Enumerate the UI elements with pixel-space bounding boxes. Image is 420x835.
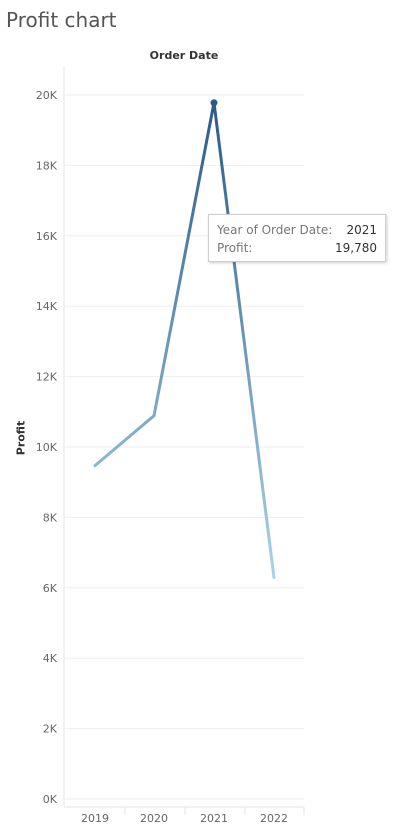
y-tick-label: 20K — [36, 89, 58, 102]
y-tick-label: 12K — [36, 371, 58, 384]
y-tick-label: 2K — [43, 723, 58, 736]
series-line-segment[interactable] — [93, 414, 156, 468]
x-tick-label: 2019 — [81, 812, 109, 825]
tooltip-profit-row: Profit: 19,780 — [217, 239, 377, 257]
y-tick-label: 16K — [36, 230, 58, 243]
y-tick-label: 8K — [43, 511, 58, 524]
y-tick-label: 14K — [36, 300, 58, 313]
series-line-segment[interactable] — [152, 101, 216, 418]
sheet-title: Profit chart — [6, 8, 117, 32]
tooltip-year-label: Year of Order Date: — [217, 223, 333, 237]
x-tick-label: 2022 — [260, 812, 288, 825]
tooltip-year-row: Year of Order Date: 2021 — [217, 221, 377, 239]
series-line-segment[interactable] — [212, 101, 276, 580]
y-tick-label: 4K — [43, 652, 58, 665]
column-header: Order Date — [149, 49, 219, 62]
y-tick-label: 0K — [43, 793, 58, 806]
y-tick-label: 10K — [36, 441, 58, 454]
y-tick-label: 18K — [36, 159, 58, 172]
data-tooltip: Year of Order Date: 2021 Profit: 19,780 — [208, 214, 386, 262]
y-tick-label: 6K — [43, 582, 58, 595]
highlighted-data-point[interactable] — [210, 99, 218, 107]
x-tick-label: 2021 — [200, 812, 228, 825]
tooltip-year-value: 2021 — [346, 223, 377, 237]
x-tick-label: 2020 — [140, 812, 168, 825]
tooltip-profit-label: Profit: — [217, 241, 253, 255]
tooltip-profit-value: 19,780 — [335, 241, 377, 255]
